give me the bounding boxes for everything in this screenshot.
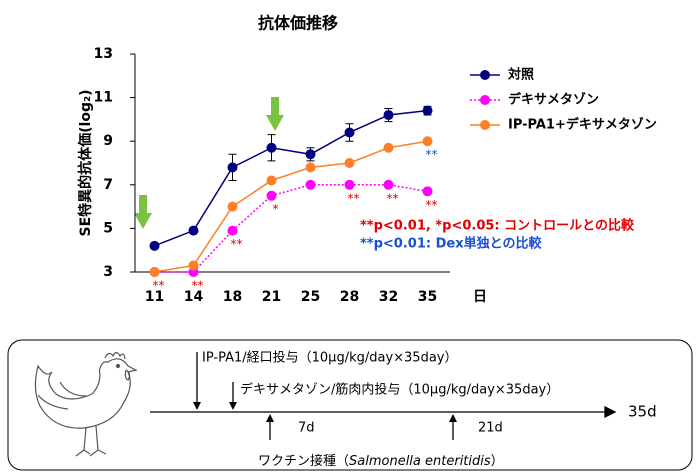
organism: Salmonella enteritidis — [349, 454, 491, 469]
data-point — [227, 225, 238, 236]
y-tick-label: 13 — [94, 46, 113, 62]
data-point — [188, 225, 199, 236]
series-line — [154, 184, 428, 273]
vaccination-label: ワクチン接種（Salmonella enteritidis） — [258, 453, 504, 469]
y-tick-label: 5 — [103, 220, 113, 236]
significance-label: ** — [387, 191, 399, 205]
note: **p<0.01, *p<0.05: コントロールとの比較 — [360, 218, 635, 234]
data-point — [383, 179, 394, 190]
legend-marker — [480, 95, 490, 105]
data-point — [344, 179, 355, 190]
green-arrow — [134, 97, 284, 229]
data-point — [422, 136, 433, 147]
note: **p<0.01: Dex単独との比較 — [360, 236, 542, 252]
y-tick-label: 9 — [103, 133, 113, 149]
significance-label: * — [273, 202, 279, 216]
timeline — [150, 352, 617, 440]
x-tick-label: 11 — [145, 289, 164, 305]
data-point — [227, 201, 238, 212]
end-label: 35d — [628, 403, 657, 421]
x-tick-label: 35 — [418, 289, 437, 305]
y-tick-label: 11 — [94, 90, 113, 106]
chicken-illustration — [34, 351, 138, 457]
day-label: 7d — [298, 421, 315, 436]
y-axis-title: SE特異的抗体価(log₂) — [77, 89, 94, 236]
day-label: 21d — [478, 421, 503, 436]
legend-label: IP-PA1+デキサメタゾン — [508, 117, 657, 133]
data-point — [266, 142, 277, 153]
vaccination-suffix: ） — [491, 454, 504, 469]
data-point — [383, 142, 394, 153]
x-tick-label: 32 — [379, 289, 398, 305]
y-tick-label: 3 — [103, 264, 113, 280]
chart-title: 抗体価推移 — [258, 14, 338, 33]
data-point — [422, 105, 433, 116]
data-point — [266, 175, 277, 186]
data-point — [266, 190, 277, 201]
diagram-frame — [7, 339, 693, 471]
data-point — [227, 162, 238, 173]
x-tick-label: 18 — [223, 289, 242, 305]
data-point — [188, 260, 199, 271]
vaccination-prefix: ワクチン接種（ — [258, 453, 349, 469]
significance-label: ** — [426, 148, 438, 162]
data-point — [305, 149, 316, 160]
significance-label: ** — [426, 198, 438, 212]
series-line — [154, 109, 428, 247]
data-point — [344, 127, 355, 138]
data-point — [305, 179, 316, 190]
significance-label: ** — [348, 191, 360, 205]
data-point — [422, 186, 433, 197]
data-point — [149, 267, 160, 277]
data-point — [149, 240, 160, 251]
significance-label: ** — [231, 237, 243, 251]
x-tick-label: 21 — [262, 289, 281, 305]
series-line — [154, 140, 428, 273]
significance-label: ** — [192, 279, 204, 293]
x-tick-label: 14 — [184, 289, 204, 305]
legend-marker — [480, 120, 490, 130]
treatment-label: デキサメタゾン/筋肉内投与（10μg/kg/day×35day） — [240, 382, 559, 398]
significance-label: ** — [153, 279, 165, 293]
data-point — [383, 110, 394, 121]
data-point — [344, 158, 355, 168]
x-tick-label: 28 — [340, 289, 359, 305]
treatment-label: IP-PA1/経口投与（10μg/kg/day×35day） — [202, 350, 458, 366]
data-point — [305, 162, 316, 173]
legend-label: デキサメタゾン — [508, 92, 599, 108]
x-axis-title: 日 — [473, 289, 487, 305]
legend-marker — [480, 70, 490, 80]
y-tick-label: 7 — [103, 177, 113, 193]
legend-label: 対照 — [507, 67, 534, 83]
x-tick-label: 25 — [301, 289, 320, 305]
